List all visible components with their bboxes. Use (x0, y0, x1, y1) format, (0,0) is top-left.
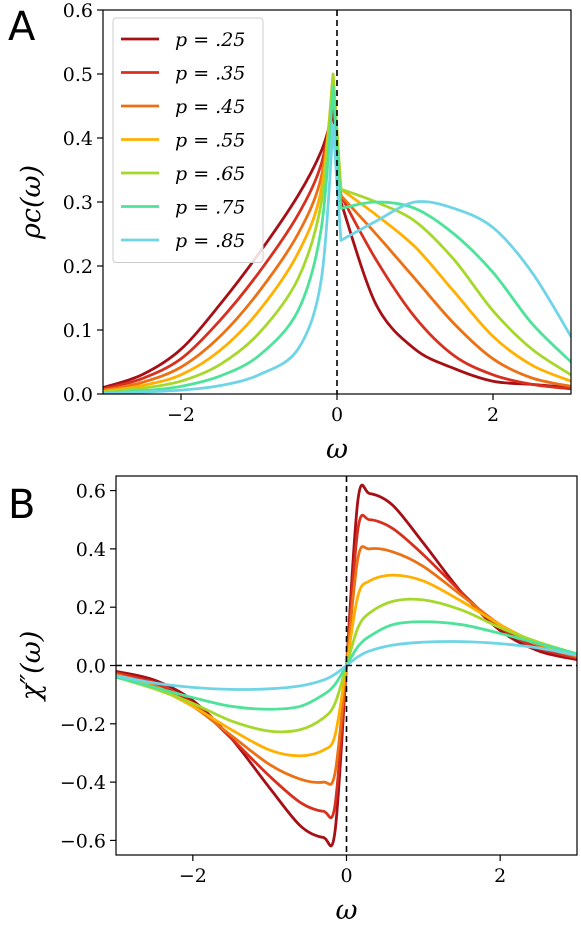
panel-b-plot: −2 0 2 −0.6 −0.4 −0.2 0.0 0.2 0.4 0.6 ω χ″(ω) (16, 475, 578, 926)
y-axis-label: χ″(ω) (16, 631, 47, 703)
x-tick-label: 2 (494, 865, 506, 887)
series-line-1-seg-1 (339, 194, 571, 391)
series-line-1-seg-0 (103, 98, 335, 391)
y-tick-label: −0.6 (60, 830, 106, 852)
series-line-2-seg-1 (339, 194, 571, 388)
legend-entry-label: p = .85 (175, 230, 245, 252)
y-tick-label: 0.2 (63, 256, 93, 278)
y-axis-label: ρc(ω) (16, 165, 47, 240)
series-line-3-seg-0 (103, 72, 335, 393)
legend-entry-label: p = .75 (175, 197, 245, 219)
series-line-2-seg-0 (103, 85, 335, 392)
x-tick-label: −2 (179, 865, 207, 887)
series-jump-5 (331, 86, 343, 209)
series-line-0-seg-0 (103, 111, 335, 389)
legend-box (112, 17, 264, 263)
series-line-5-seg-0 (103, 85, 335, 394)
y-tick-label: 0.1 (63, 320, 93, 342)
x-tick-label: 0 (331, 404, 343, 426)
y-tick-label: 0.5 (63, 64, 93, 86)
series-line-6-seg-0 (103, 123, 335, 394)
series-line-5-seg-1 (339, 200, 571, 364)
y-tick-label: 0.6 (76, 481, 106, 503)
x-tick-label: −2 (167, 404, 195, 426)
legend: p = .25 p = .35 p = .45 p = .55 p = .65 p = .… (112, 17, 264, 263)
series-line-6-seg-1 (339, 200, 571, 338)
series-line-4-seg-0 (103, 72, 335, 394)
y-tick-label: 0.2 (76, 597, 106, 619)
panel-label-a: A (8, 4, 36, 50)
legend-entry-label: p = .35 (175, 63, 245, 85)
y-tick-label: 0.4 (63, 128, 93, 150)
series-line-3-seg-1 (339, 187, 571, 383)
series-line-4-seg-1 (339, 187, 571, 377)
legend-entry-label: p = .65 (175, 163, 245, 185)
panel-label-b: B (8, 482, 35, 528)
x-axis-label: ω (335, 895, 357, 926)
legend-entry-label: p = .45 (175, 96, 245, 118)
y-tick-label: 0.4 (76, 539, 106, 561)
x-axis-label: ω (326, 434, 348, 465)
x-tick-label: 0 (340, 865, 352, 887)
legend-entry-label: p = .25 (175, 29, 245, 51)
y-tick-label: 0.3 (63, 192, 93, 214)
y-tick-label: 0.0 (76, 656, 106, 678)
y-tick-label: 0.6 (63, 0, 93, 22)
x-tick-label: 2 (487, 404, 499, 426)
y-tick-label: −0.4 (60, 772, 106, 794)
y-tick-label: −0.2 (60, 714, 106, 736)
y-tick-label: 0.0 (63, 384, 93, 406)
series-group (103, 72, 571, 394)
legend-entry-label: p = .55 (175, 130, 245, 152)
